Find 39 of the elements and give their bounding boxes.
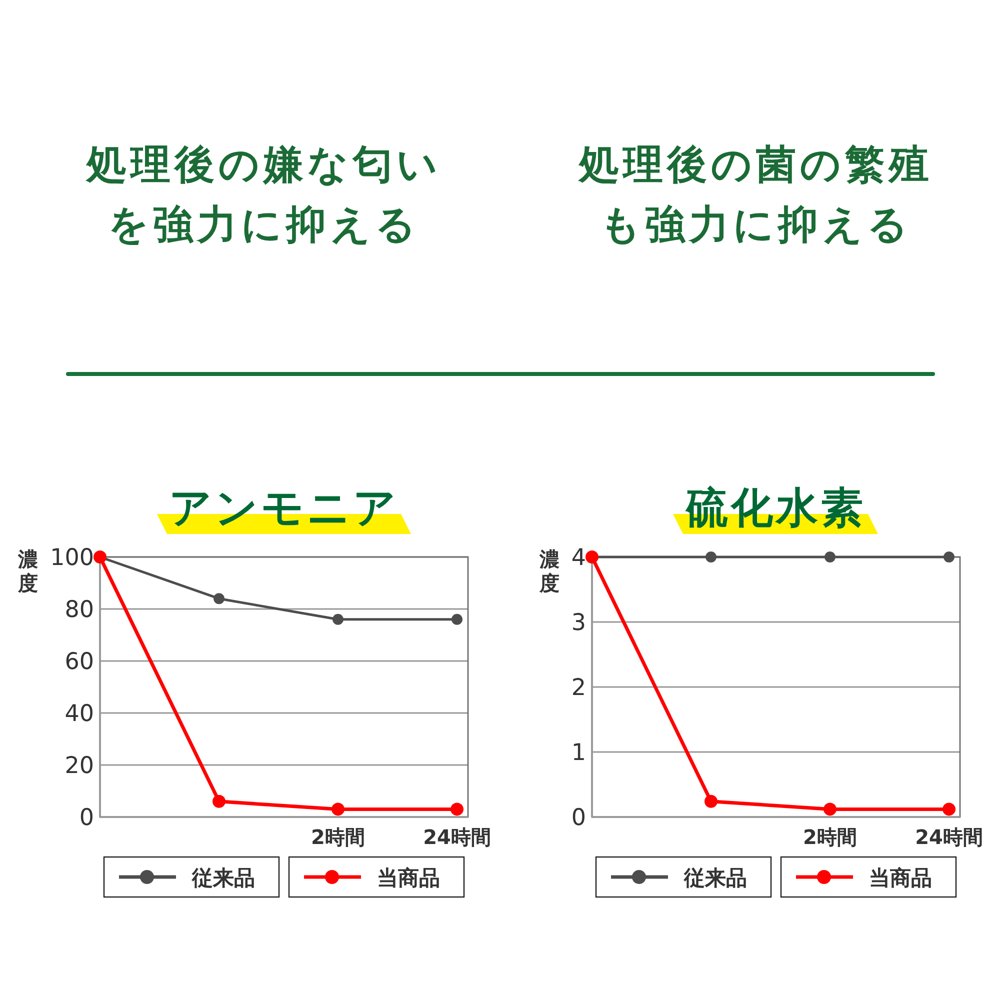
text: 処理後の菌の繁殖も強力に抑える	[577, 142, 933, 248]
y-axis-title: 濃度	[538, 547, 560, 595]
point	[332, 614, 344, 625]
y-tick-label: 2	[571, 675, 586, 701]
point	[452, 614, 462, 625]
y-tick-label: 100	[50, 545, 94, 571]
y-tick-label: 0	[571, 805, 586, 831]
y-axis-title: 濃度	[17, 547, 38, 595]
legend-item: 従来品	[595, 856, 772, 898]
text: 処理後の嫌な匂いを強力に抑える	[84, 142, 442, 248]
legend-item: 従来品	[103, 856, 280, 898]
y-tick-label: 1	[571, 740, 586, 766]
legend-label: 従来品	[683, 866, 747, 890]
y-tick-label: 60	[64, 649, 94, 675]
legend-label: 当商品	[377, 866, 440, 890]
y-tick-label: 4	[571, 545, 586, 571]
legend-label: 従来品	[191, 866, 255, 890]
y-tick-label: 3	[571, 610, 586, 636]
y-tick-label: 40	[64, 701, 94, 727]
point	[214, 593, 224, 604]
point	[332, 802, 344, 816]
y-tick-label: 20	[64, 753, 94, 779]
point	[944, 552, 954, 562]
legend-label: 当商品	[869, 866, 932, 890]
point	[824, 802, 836, 816]
y-tick-label: 80	[64, 597, 94, 623]
x-tick-label: 2時間	[803, 825, 857, 849]
legend-item: 当商品	[288, 856, 465, 898]
point	[706, 552, 716, 562]
point	[942, 802, 956, 816]
x-tick-label: 24時間	[423, 825, 491, 849]
x-tick-label: 24時間	[915, 825, 983, 849]
point	[704, 794, 718, 808]
point	[450, 802, 464, 816]
legend-item: 当商品	[780, 856, 957, 898]
point	[212, 794, 226, 808]
point	[824, 552, 836, 562]
x-tick-label: 2時間	[311, 825, 365, 849]
y-tick-label: 0	[79, 805, 94, 831]
